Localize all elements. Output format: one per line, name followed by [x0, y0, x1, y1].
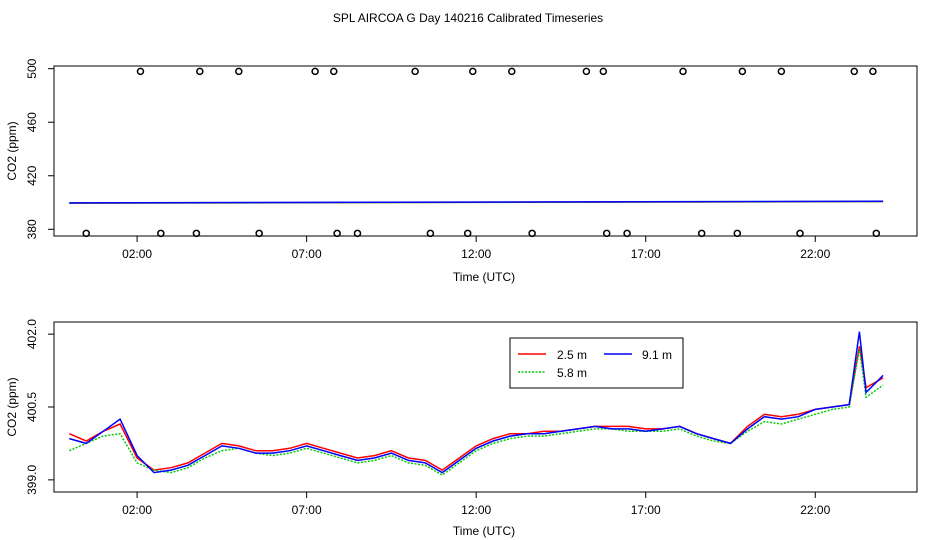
y-tick-label: 400.5 [25, 392, 39, 422]
outlier-point-high [330, 67, 338, 76]
x-tick-label: 02:00 [122, 247, 152, 261]
outlier-point-low [796, 229, 804, 238]
series-line-bottom-9-1m [69, 331, 884, 474]
plot-frame-top [53, 65, 918, 237]
x-tick-label: 07:00 [292, 503, 322, 517]
outlier-point-high [196, 67, 204, 76]
x-tick-label: 22:00 [800, 247, 830, 261]
outlier-point-high [869, 67, 877, 76]
outlier-point-low [426, 229, 435, 238]
outlier-point-high [599, 67, 608, 76]
outlier-point-high [777, 67, 786, 76]
outlier-point-low [255, 229, 263, 238]
y-tick-label: 460 [25, 112, 39, 132]
y-tick-label: 500 [25, 58, 39, 78]
outlier-point-high [311, 67, 319, 76]
outlier-point-high [679, 67, 687, 76]
outlier-point-low [353, 229, 362, 238]
legend-box [509, 337, 684, 389]
x-tick-label: 22:00 [800, 503, 830, 517]
legend-label-9-1m: 9.1 m [642, 348, 672, 362]
outlier-points [82, 67, 881, 238]
outlier-point-low [333, 229, 341, 238]
y-axis-label-top: CO2 (ppm) [5, 121, 19, 180]
panel-bottom: 02:00 07:00 12:00 17:00 22:00 399.0 400.5 402.… [5, 319, 918, 538]
outlier-point-low [157, 229, 165, 238]
outlier-point-low [82, 229, 90, 238]
x-axis-top: 02:00 07:00 12:00 17:00 22:00 [122, 236, 831, 261]
y-tick-label: 420 [25, 165, 39, 185]
x-tick-label: 17:00 [631, 503, 661, 517]
outlier-point-high [469, 67, 477, 76]
outlier-point-low [192, 229, 201, 238]
y-axis-top: 380 420 460 500 [25, 58, 54, 239]
x-tick-label: 07:00 [292, 247, 322, 261]
outlier-point-low [463, 229, 472, 238]
outlier-point-low [623, 229, 631, 238]
y-tick-label: 402.0 [25, 319, 39, 349]
y-tick-label: 380 [25, 219, 39, 239]
outlier-point-low [733, 229, 742, 238]
outlier-point-high [850, 67, 859, 76]
x-tick-label: 12:00 [461, 503, 491, 517]
outlier-point-high [235, 67, 243, 76]
y-axis-label-bottom: CO2 (ppm) [5, 377, 19, 436]
series-line-bottom-2-5m [69, 346, 884, 471]
panel-top: 02:00 07:00 12:00 17:00 22:00 380 420 460 500 T… [5, 58, 918, 284]
outlier-point-low [528, 229, 536, 238]
x-tick-label: 02:00 [122, 503, 152, 517]
legend-label-5-8m: 5.8 m [557, 366, 587, 380]
series-group-bottom [69, 331, 884, 476]
legend-label-2-5m: 2.5 m [557, 348, 587, 362]
y-tick-label: 399.0 [25, 465, 39, 495]
x-axis-bottom: 02:00 07:00 12:00 17:00 22:00 [122, 492, 831, 517]
x-tick-label: 17:00 [631, 247, 661, 261]
legend: 2.5 m 9.1 m 5.8 m [509, 337, 684, 389]
x-axis-label-top: Time (UTC) [453, 270, 515, 284]
x-tick-label: 12:00 [461, 247, 491, 261]
outlier-point-high [582, 67, 591, 76]
outlier-point-low [872, 229, 881, 238]
outlier-point-low [697, 229, 706, 238]
chart-title: SPL AIRCOA G Day 140216 Calibrated Times… [333, 11, 603, 25]
series-line-bottom-5-8m [69, 348, 884, 476]
outlier-point-high [508, 67, 516, 76]
outlier-point-high [136, 67, 145, 76]
x-axis-label-bottom: Time (UTC) [453, 524, 515, 538]
series-line-top-9-1m [69, 200, 884, 204]
series-group-top [69, 200, 884, 204]
outlier-point-high [411, 67, 419, 76]
outlier-point-high [738, 67, 747, 76]
outlier-point-low [602, 229, 611, 238]
y-axis-bottom: 399.0 400.5 402.0 [25, 319, 54, 495]
